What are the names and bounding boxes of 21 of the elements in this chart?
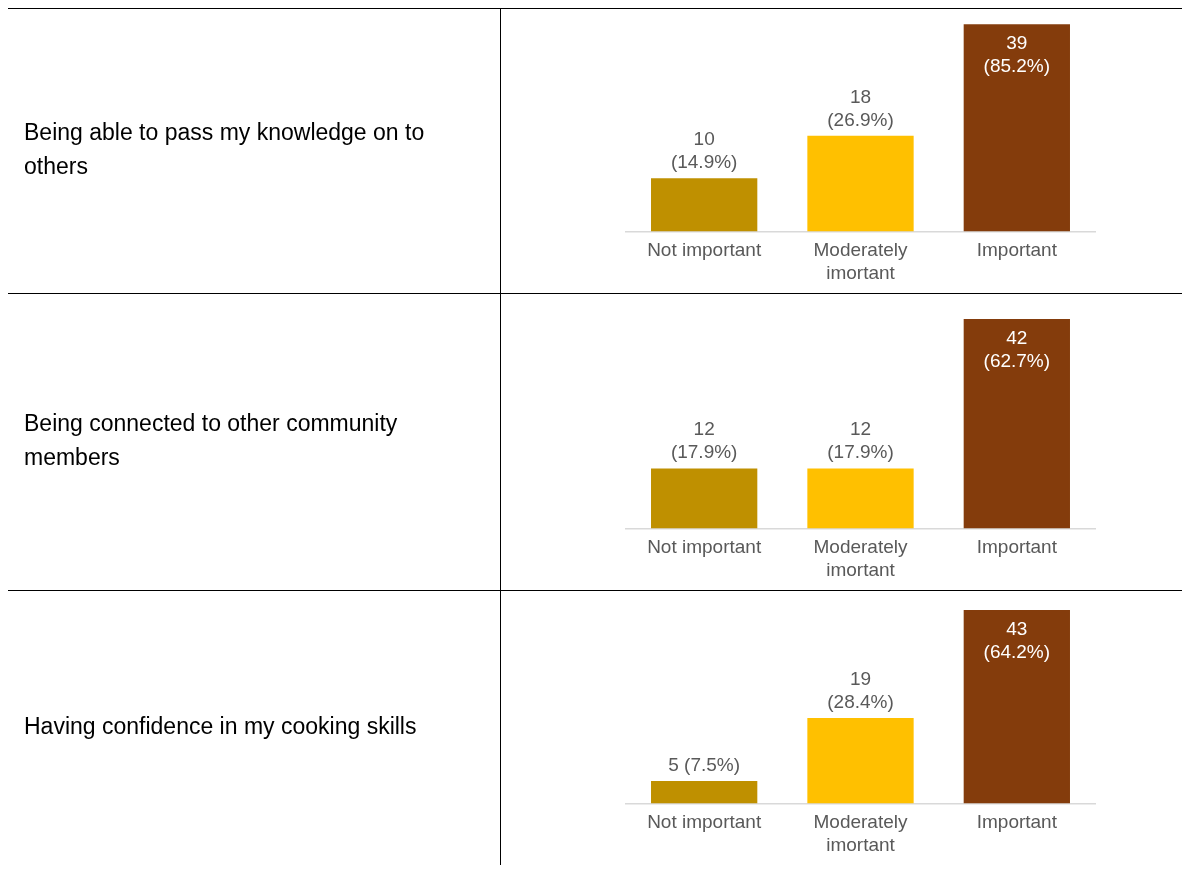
x-tick-label: Important	[976, 239, 1058, 261]
data-label: 42 (62.7%)	[983, 326, 1051, 371]
y-axis-title: Being connected to other community members	[24, 410, 398, 471]
x-tick-label: Important	[976, 811, 1058, 833]
x-tick-label: Not important	[647, 239, 762, 261]
x-tick-label: Not important	[647, 536, 762, 558]
x-tick-label: Moderately imortant	[813, 536, 908, 580]
data-label: 5 (7.5%)	[668, 753, 741, 775]
x-tick-label: Important	[976, 536, 1058, 558]
data-label: 12 (17.9%)	[827, 418, 894, 463]
x-tick-label: Moderately imortant	[813, 811, 908, 855]
y-axis-title: Being able to pass my knowledge on to others	[24, 119, 425, 180]
data-label: 39 (85.2%)	[983, 32, 1051, 77]
data-label: 10 (14.9%)	[670, 128, 738, 173]
data-label: 19 (28.4%)	[827, 667, 894, 712]
x-tick-label: Moderately imortant	[813, 239, 908, 283]
data-label: 18 (26.9%)	[827, 85, 894, 130]
x-tick-label: Not important	[647, 811, 762, 833]
data-label: 12 (17.9%)	[670, 418, 738, 463]
data-label: 43 (64.2%)	[983, 617, 1051, 662]
y-axis-title: Having confidence in my cooking skills	[24, 713, 417, 740]
